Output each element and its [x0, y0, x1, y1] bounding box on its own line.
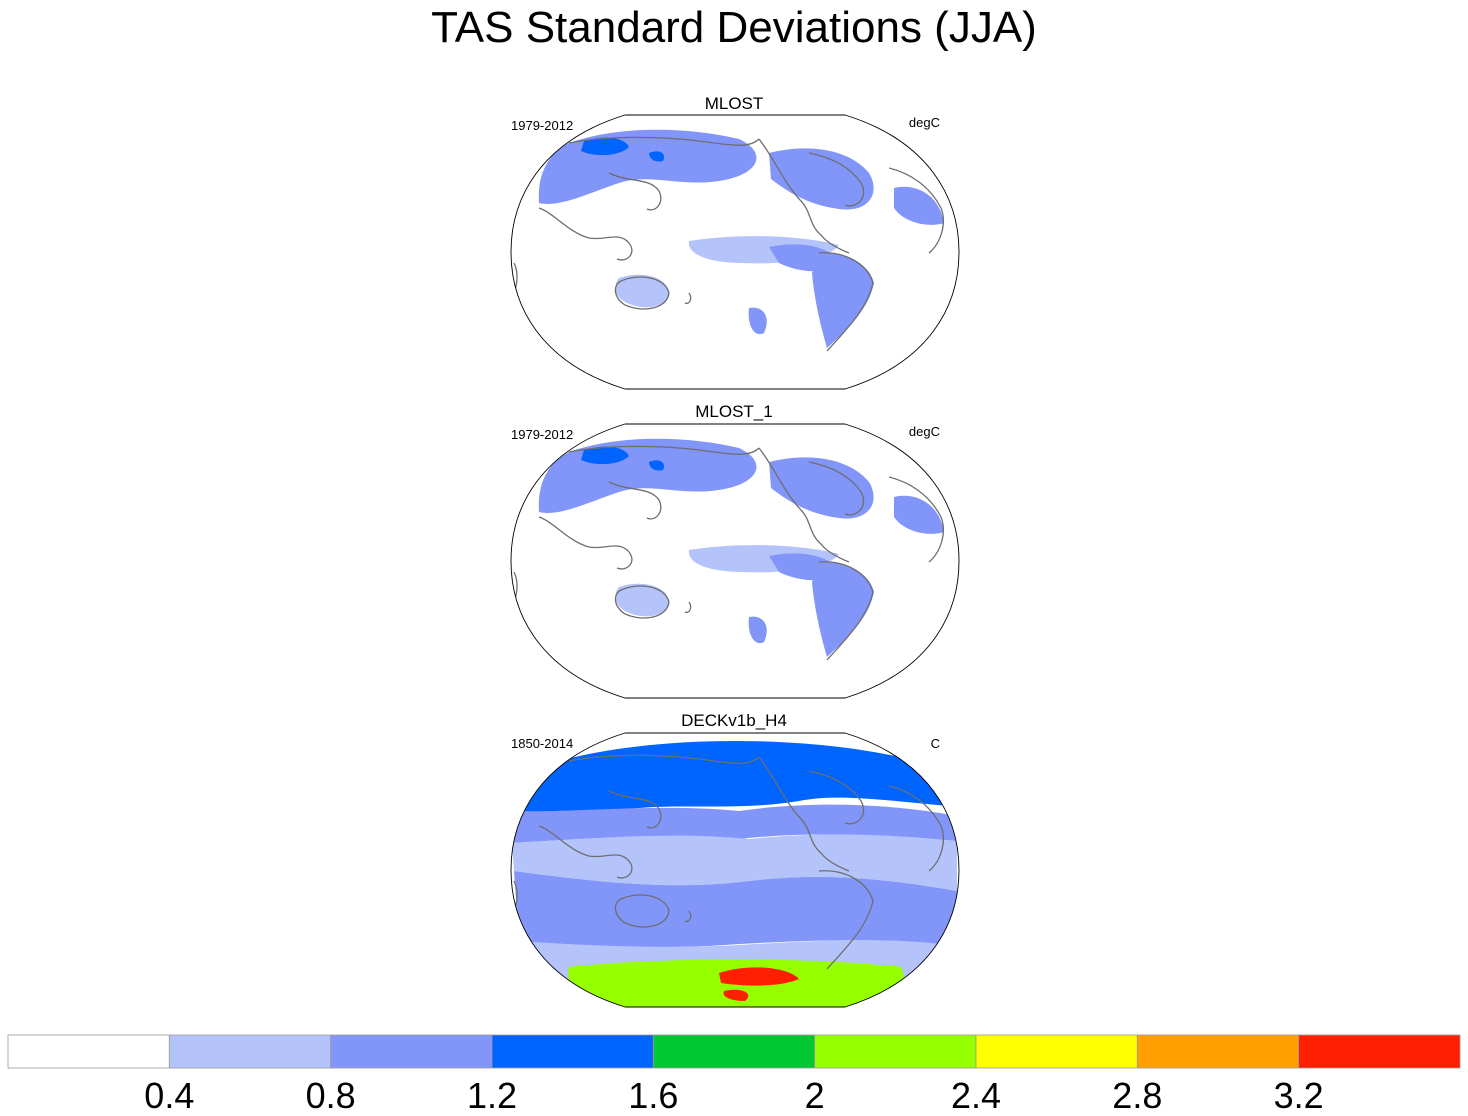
- panel-title: MLOST_1: [695, 402, 773, 421]
- field-south-america-1: [812, 561, 874, 657]
- globe-outline: [510, 732, 960, 1008]
- colorbar-tick-label: 0.4: [144, 1075, 194, 1116]
- panel-title: DECKv1b_H4: [681, 711, 787, 730]
- coastline-segment: [568, 754, 760, 764]
- coastline-segment: [808, 461, 865, 516]
- coastline-segment: [808, 152, 865, 207]
- field-australia: [615, 583, 669, 617]
- units-label: degC: [908, 115, 940, 130]
- coastline-segment: [818, 252, 874, 352]
- field-northeast-siberia-core-1: [581, 137, 629, 156]
- colorbar-box: [491, 1034, 654, 1069]
- field-south-america-1: [812, 252, 874, 348]
- globe-outline: [510, 114, 960, 390]
- period-label: 1979-2012: [511, 427, 574, 442]
- coastline-segment: [608, 481, 662, 520]
- coastline-segment: [608, 790, 662, 829]
- globe-outline: [510, 423, 960, 699]
- colorbar-box: [1298, 1034, 1461, 1069]
- map-mlost: [510, 114, 960, 390]
- map-mlost-1: [510, 423, 960, 699]
- coastline-segment: [758, 447, 850, 563]
- coastline-segment: [608, 172, 662, 211]
- colorbar-tick-label: 2.4: [951, 1075, 1001, 1116]
- colorbar-tick-label: 2.8: [1112, 1075, 1162, 1116]
- field-canada-east-2: [894, 186, 944, 225]
- colorbar-tick-label: 3.2: [1274, 1075, 1324, 1116]
- field-northern-mid-latitudes-1: [512, 804, 957, 843]
- colorbar-box: [975, 1034, 1138, 1069]
- map-deckv1b-h4: [510, 732, 960, 1008]
- coastlines: [513, 136, 944, 352]
- field-northeast-siberia-core-2: [649, 151, 665, 162]
- period-label: 1850-2014: [511, 736, 574, 751]
- field-south-america-2: [748, 307, 767, 335]
- field-northeast-siberia-core-2: [649, 460, 665, 471]
- main-title: TAS Standard Deviations (JJA): [431, 3, 1037, 52]
- coastline-segment: [538, 516, 633, 570]
- coastline-segment: [818, 561, 874, 661]
- colorbar: 0.4 0.8 1.2 1.6 2 2.4 2.8 3.2: [7, 1034, 1461, 1116]
- field-northern-mid-latitudes-2: [514, 871, 957, 948]
- coastline-segment: [538, 825, 633, 879]
- coastline-segment: [684, 292, 692, 305]
- field-australia: [615, 274, 669, 308]
- coastline-segment: [614, 894, 670, 928]
- colorbar-box: [814, 1034, 977, 1069]
- period-label: 1979-2012: [511, 118, 574, 133]
- field-south-america-2: [748, 616, 767, 644]
- coastline-segment: [758, 138, 850, 254]
- coastline-segment: [538, 207, 633, 261]
- coastline-segment: [568, 445, 760, 455]
- colorbar-tick-label: 2: [805, 1075, 825, 1116]
- colorbar-tick-label: 1.6: [628, 1075, 678, 1116]
- field-antarctic-core-1: [719, 967, 799, 986]
- field-canada-east-2: [894, 495, 944, 534]
- panel-title: MLOST: [704, 94, 764, 113]
- units-label: C: [930, 736, 940, 751]
- coastline-segment: [818, 870, 874, 970]
- field-northern-high-latitudes: [524, 741, 949, 815]
- coastline-segment: [684, 910, 692, 923]
- colorbar-box: [7, 1034, 170, 1069]
- coastlines: [513, 754, 944, 970]
- coastlines: [513, 445, 944, 661]
- coastline-segment: [684, 601, 692, 614]
- coastline-segment: [614, 585, 670, 619]
- coastline-segment: [568, 136, 760, 146]
- coastline-segment: [888, 476, 944, 563]
- units-label: degC: [908, 424, 940, 439]
- coastline-segment: [808, 770, 865, 825]
- colorbar-tick-label: 1.2: [467, 1075, 517, 1116]
- field-tropics: [512, 834, 957, 891]
- colorbar-tick-label: 0.8: [306, 1075, 356, 1116]
- field-northeast-siberia-core-1: [581, 446, 629, 465]
- coastline-segment: [758, 756, 850, 872]
- colorbar-box: [330, 1034, 493, 1069]
- coastline-segment: [888, 167, 944, 254]
- coastline-segment: [614, 276, 670, 310]
- coastline-segment: [888, 785, 944, 872]
- field-antarctic-core-2: [723, 989, 749, 1001]
- colorbar-box: [652, 1034, 816, 1069]
- colorbar-box: [168, 1034, 332, 1069]
- colorbar-box: [1136, 1034, 1300, 1069]
